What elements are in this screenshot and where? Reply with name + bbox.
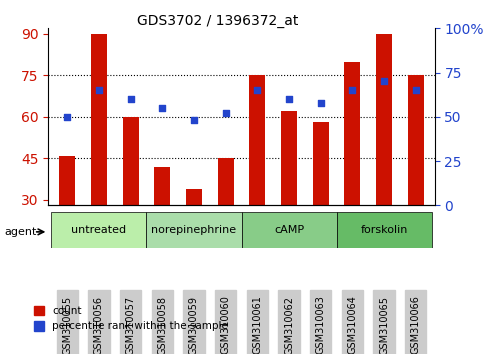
Bar bbox=[186, 189, 202, 205]
Bar bbox=[91, 34, 107, 205]
Point bbox=[95, 87, 103, 93]
Text: forskolin: forskolin bbox=[360, 225, 408, 235]
Point bbox=[317, 100, 325, 105]
Bar bbox=[408, 75, 424, 205]
FancyBboxPatch shape bbox=[52, 212, 146, 248]
FancyBboxPatch shape bbox=[242, 212, 337, 248]
Text: untreated: untreated bbox=[71, 225, 127, 235]
Bar bbox=[59, 155, 75, 205]
Bar bbox=[249, 75, 265, 205]
Point bbox=[285, 96, 293, 102]
Point bbox=[222, 110, 229, 116]
FancyBboxPatch shape bbox=[337, 212, 431, 248]
Point bbox=[63, 114, 71, 120]
Bar bbox=[344, 62, 360, 205]
Bar bbox=[155, 167, 170, 205]
Text: GDS3702 / 1396372_at: GDS3702 / 1396372_at bbox=[137, 14, 298, 28]
Point bbox=[158, 105, 166, 111]
Point bbox=[412, 87, 420, 93]
Text: cAMP: cAMP bbox=[274, 225, 304, 235]
Bar bbox=[313, 122, 328, 205]
FancyBboxPatch shape bbox=[146, 212, 242, 248]
Bar bbox=[281, 111, 297, 205]
Point bbox=[254, 87, 261, 93]
Legend: count, percentile rank within the sample: count, percentile rank within the sample bbox=[29, 302, 232, 336]
Point bbox=[190, 118, 198, 123]
Bar bbox=[123, 117, 139, 205]
Point bbox=[349, 87, 356, 93]
Point bbox=[380, 79, 388, 84]
Text: norepinephrine: norepinephrine bbox=[152, 225, 237, 235]
Bar bbox=[376, 34, 392, 205]
Point bbox=[127, 96, 134, 102]
Text: agent: agent bbox=[5, 227, 37, 237]
Bar bbox=[218, 158, 234, 205]
